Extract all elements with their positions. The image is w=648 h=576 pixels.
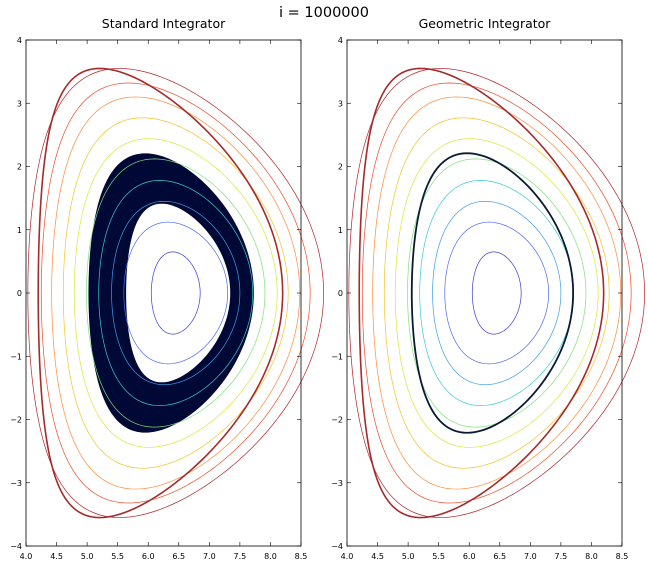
left-contour-4	[98, 180, 254, 406]
right-contour-6	[394, 138, 599, 448]
left-contour-2	[123, 221, 229, 365]
left-contour-5	[86, 158, 266, 428]
right-xtick-label-8: 8.0	[585, 552, 598, 561]
left-xtick-label-2: 5.0	[81, 552, 94, 561]
left-ytick-label-6: −2	[10, 416, 22, 425]
left-xtick-label-8: 8.0	[264, 552, 277, 561]
left-separatrix	[37, 67, 284, 519]
left-contour-3	[111, 200, 241, 386]
left-plot-area	[27, 67, 324, 519]
left-plot-standard-integrator: Standard Integrator 4.0 4.5 5.0 5.5 6.0 6.5 7.…	[10, 16, 324, 561]
right-plot-geometric-integrator: Geometric Integrator 4.0 4.5 5.0 5.5 6.0 6.5 7…	[331, 16, 645, 561]
left-ytick-label-8: −4	[10, 542, 22, 551]
left-ytick-label-3: 1	[17, 226, 22, 235]
right-ytick-label-3: 1	[338, 226, 343, 235]
left-xtick-label-7: 7.5	[234, 552, 247, 561]
left-xtick-label-5: 6.5	[172, 552, 185, 561]
left-xtick-label-1: 4.5	[50, 552, 63, 561]
left-ytick-label-7: −3	[10, 479, 22, 488]
right-orbit-line	[410, 152, 575, 434]
right-ytick-label-8: −4	[331, 542, 343, 551]
right-ytick-label-5: −1	[331, 352, 343, 361]
right-contour-1	[471, 251, 522, 335]
left-contour-8	[51, 96, 301, 490]
right-plot-area	[348, 67, 645, 519]
right-xtick-label-5: 6.5	[493, 552, 506, 561]
right-contour-2	[444, 221, 550, 365]
left-xtick-label-3: 5.5	[111, 552, 124, 561]
left-ytick-label-4: 0	[17, 289, 22, 298]
right-contour-3	[432, 200, 562, 386]
right-contour-4	[419, 180, 575, 406]
left-ytick-label-0: 4	[17, 36, 22, 45]
right-contour-10	[348, 68, 645, 518]
left-contour-7	[62, 117, 289, 469]
right-plot-ticks: 4.0 4.5 5.0 5.5 6.0 6.5 7.0 7.5 8.0 8.5 4 3 2 1 0 −1 −2 −…	[331, 36, 628, 561]
right-plot-title: Geometric Integrator	[419, 16, 552, 31]
left-ytick-label-5: −1	[10, 352, 22, 361]
right-contour-8	[372, 96, 622, 490]
left-xtick-label-4: 6.0	[142, 552, 155, 561]
right-separatrix	[358, 67, 605, 519]
right-ytick-label-4: 0	[338, 289, 343, 298]
left-plot-frame	[25, 39, 302, 547]
right-xtick-label-6: 7.0	[524, 552, 537, 561]
left-orbit-band	[88, 153, 254, 433]
right-xtick-label-9: 8.5	[616, 552, 629, 561]
left-plot-title: Standard Integrator	[102, 16, 226, 31]
right-ytick-label-7: −3	[331, 479, 343, 488]
right-contour-7	[383, 117, 610, 469]
figure-suptitle: i = 1000000	[279, 5, 369, 21]
left-ytick-label-2: 2	[17, 163, 22, 172]
right-xtick-label-1: 4.5	[371, 552, 384, 561]
left-xtick-label-9: 8.5	[295, 552, 308, 561]
right-xtick-label-7: 7.5	[555, 552, 568, 561]
right-xtick-label-3: 5.5	[432, 552, 445, 561]
left-ytick-label-1: 3	[17, 99, 22, 108]
left-contour-10	[27, 68, 324, 518]
right-plot-frame	[346, 39, 623, 547]
left-contour-9	[40, 82, 311, 504]
right-ytick-label-2: 2	[338, 163, 343, 172]
right-xtick-label-4: 6.0	[463, 552, 476, 561]
left-plot-ticks: 4.0 4.5 5.0 5.5 6.0 6.5 7.0 7.5 8.0 8.5 4 3 2 1 0 −1 −2 −…	[10, 36, 307, 561]
right-xtick-label-2: 5.0	[402, 552, 415, 561]
right-xtick-label-0: 4.0	[341, 552, 354, 561]
right-ytick-label-0: 4	[338, 36, 343, 45]
right-ytick-label-1: 3	[338, 99, 343, 108]
left-contour-6	[73, 138, 278, 448]
left-xtick-label-6: 7.0	[203, 552, 216, 561]
left-xtick-label-0: 4.0	[20, 552, 33, 561]
right-contour-9	[361, 82, 632, 504]
right-contour-5	[407, 158, 587, 428]
left-contour-1	[150, 251, 201, 335]
right-ytick-label-6: −2	[331, 416, 343, 425]
